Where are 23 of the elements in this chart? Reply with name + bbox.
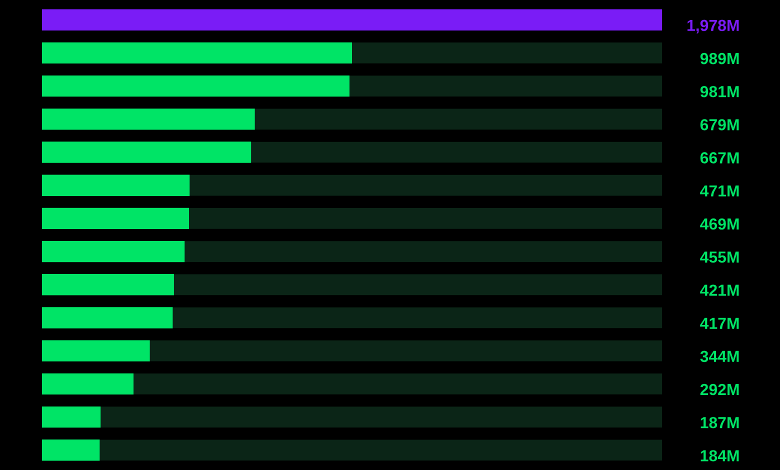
data-label: 667M — [700, 152, 739, 164]
data-label: 1,978M — [688, 20, 739, 34]
data-label: 469M — [700, 218, 739, 230]
bar — [42, 406, 101, 428]
bar — [42, 307, 173, 328]
data-label: 184M — [700, 450, 739, 462]
bar — [42, 340, 150, 362]
data-label: 187M — [700, 416, 739, 428]
bar — [42, 373, 134, 395]
data-label: 989M — [700, 52, 739, 64]
data-label: 417M — [700, 318, 739, 329]
data-label: 471M — [700, 185, 739, 196]
bar — [42, 208, 190, 230]
data-label: 455M — [700, 252, 739, 263]
bar — [42, 440, 100, 461]
data-label: 421M — [700, 284, 739, 296]
data-label: 679M — [700, 119, 739, 130]
bar — [42, 240, 185, 262]
bar — [42, 174, 190, 196]
data-label: 981M — [700, 86, 739, 98]
data-label: 344M — [700, 350, 739, 362]
bar — [42, 274, 174, 296]
data-label: 292M — [700, 384, 739, 396]
